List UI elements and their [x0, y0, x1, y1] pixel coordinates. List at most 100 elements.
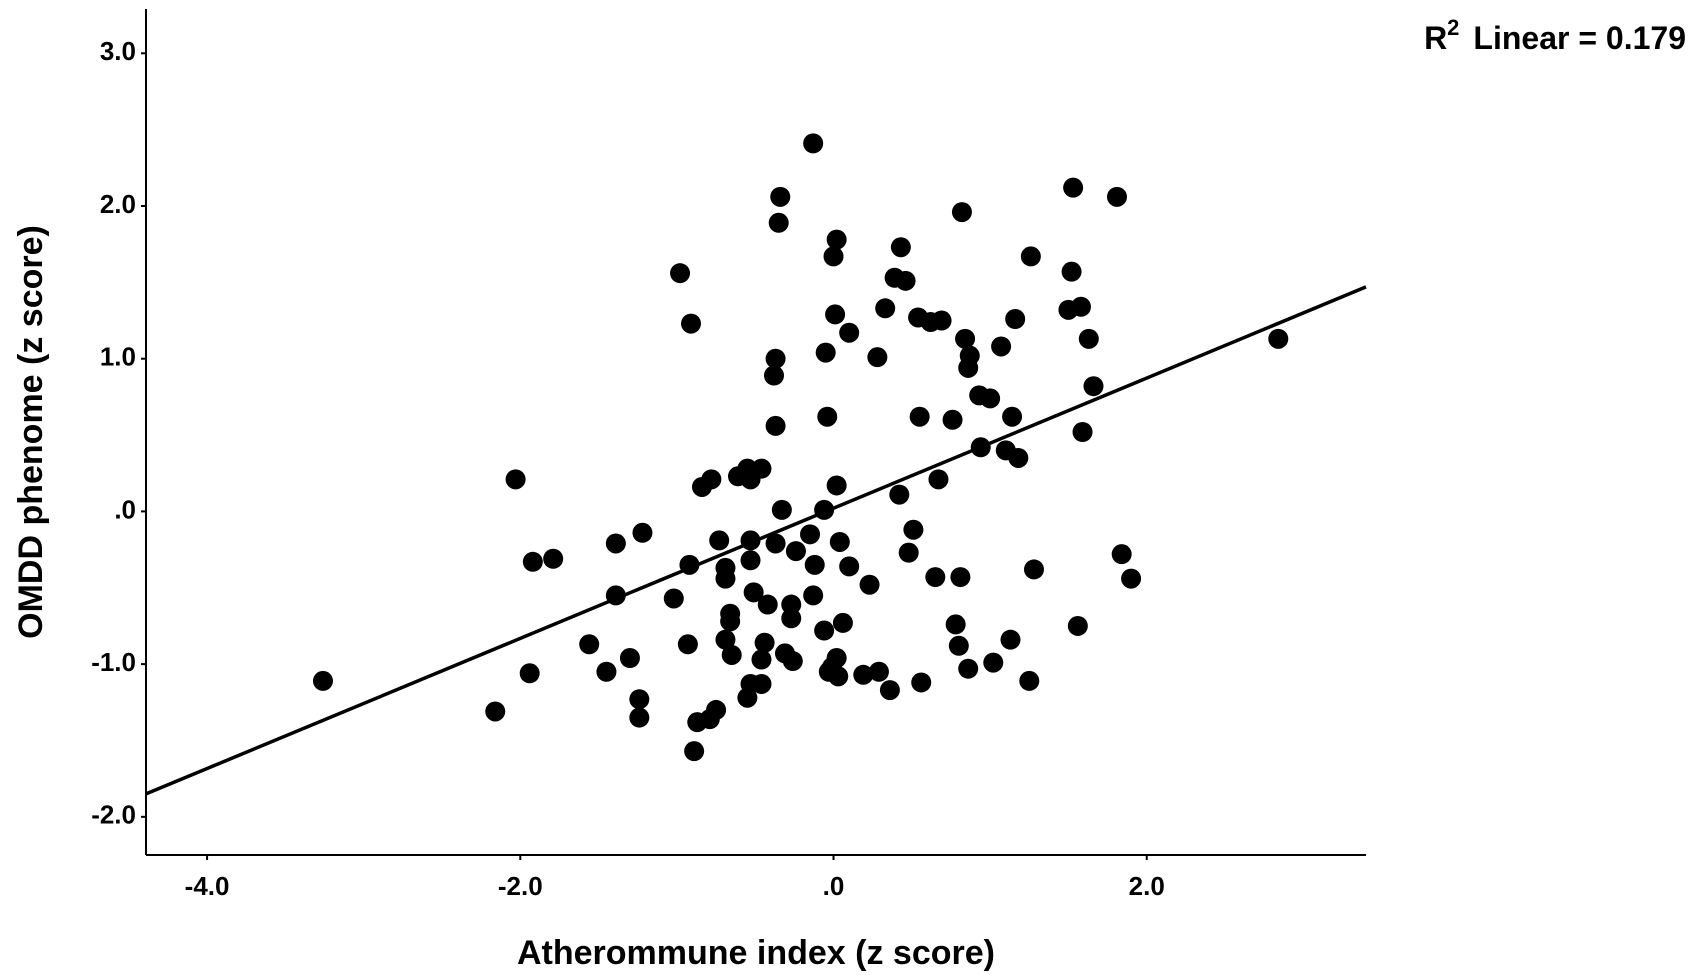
point: [903, 519, 924, 540]
point: [737, 687, 758, 708]
point: [619, 648, 640, 669]
point: [1106, 186, 1127, 207]
point: [828, 666, 849, 687]
point: [867, 347, 888, 368]
annotation-base: R: [1424, 20, 1447, 56]
point: [670, 263, 691, 284]
point: [1078, 328, 1099, 349]
point: [950, 567, 971, 588]
point: [958, 658, 979, 679]
point: [895, 270, 916, 291]
point: [1061, 261, 1082, 282]
point: [879, 680, 900, 701]
point: [632, 522, 653, 543]
point: [839, 322, 860, 343]
point: [970, 437, 991, 458]
point: [605, 585, 626, 606]
point: [800, 524, 821, 545]
x-axis-title: Atherommune index (z score): [517, 934, 995, 972]
annotation-text: Linear = 0.179: [1473, 20, 1686, 56]
point: [955, 328, 976, 349]
point: [925, 567, 946, 588]
point: [1111, 544, 1132, 565]
point: [765, 415, 786, 436]
y-tick-label: 1.0: [100, 342, 136, 372]
point: [804, 554, 825, 575]
annotation-sup: 2: [1447, 15, 1459, 40]
point: [684, 741, 705, 762]
point: [814, 499, 835, 520]
point: [826, 475, 847, 496]
point: [709, 530, 730, 551]
point: [505, 469, 526, 490]
point: [980, 388, 1001, 409]
point: [715, 568, 736, 589]
point: [1083, 376, 1104, 397]
point: [875, 298, 896, 319]
point: [1008, 447, 1029, 468]
point: [951, 202, 972, 223]
point: [677, 634, 698, 655]
x-tick-label: -4.0: [185, 871, 230, 901]
point: [1002, 406, 1023, 427]
point: [312, 670, 333, 691]
point: [825, 304, 846, 325]
point: [629, 707, 650, 728]
point: [898, 542, 919, 563]
point: [485, 701, 506, 722]
point: [803, 133, 824, 154]
point: [687, 712, 708, 733]
point: [681, 313, 702, 334]
point: [839, 556, 860, 577]
point: [771, 499, 792, 520]
point: [983, 652, 1004, 673]
y-tick-label: .0: [114, 494, 136, 524]
point: [853, 664, 874, 685]
point: [522, 551, 543, 572]
point: [781, 608, 802, 629]
x-tick-label: 2.0: [1129, 871, 1165, 901]
y-axis-title: OMDD phenome (z score): [12, 225, 50, 639]
point: [663, 588, 684, 609]
point: [817, 406, 838, 427]
point: [1067, 615, 1088, 636]
point: [1121, 568, 1142, 589]
point: [754, 632, 775, 653]
point: [1023, 559, 1044, 580]
point: [740, 530, 761, 551]
point: [720, 611, 741, 632]
point: [764, 365, 785, 386]
point: [765, 348, 786, 369]
point: [868, 661, 889, 682]
point: [859, 574, 880, 595]
point: [519, 663, 540, 684]
point: [751, 673, 772, 694]
point: [785, 541, 806, 562]
point: [911, 672, 932, 693]
y-tick-label: -1.0: [91, 647, 136, 677]
point: [770, 186, 791, 207]
point: [1063, 177, 1084, 198]
y-tick-label: 2.0: [100, 189, 136, 219]
point: [826, 229, 847, 250]
point: [1070, 296, 1091, 317]
point: [768, 212, 789, 233]
point: [948, 635, 969, 656]
point: [931, 310, 952, 331]
point: [823, 246, 844, 267]
y-tick-label: -2.0: [91, 800, 136, 830]
point: [782, 651, 803, 672]
point: [928, 469, 949, 490]
point: [740, 550, 761, 571]
point: [781, 594, 802, 615]
point: [1020, 246, 1041, 267]
point: [1072, 422, 1093, 442]
point: [958, 357, 979, 378]
point: [1000, 629, 1021, 650]
point: [605, 533, 626, 554]
point: [721, 644, 742, 665]
point: [815, 342, 836, 363]
x-tick-label: .0: [823, 871, 845, 901]
point: [832, 612, 853, 633]
